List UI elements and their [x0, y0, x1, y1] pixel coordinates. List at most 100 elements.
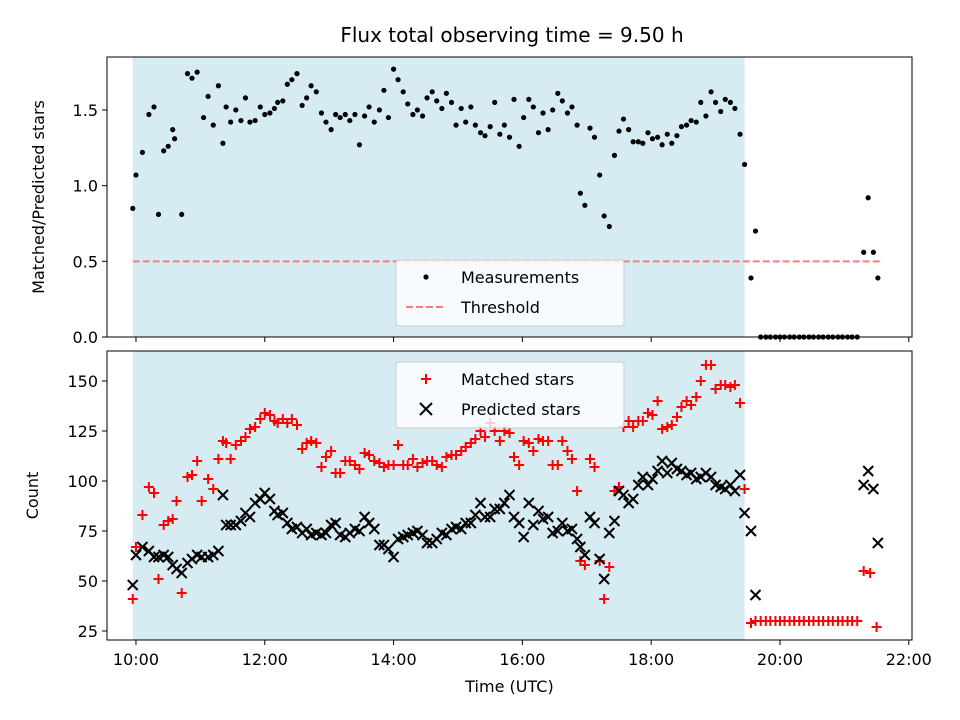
data-point — [405, 101, 411, 107]
data-point — [130, 549, 142, 561]
data-point — [738, 507, 751, 519]
data-point — [645, 130, 651, 136]
data-point — [257, 104, 263, 110]
data-point — [729, 380, 740, 390]
data-point — [659, 142, 665, 148]
data-point — [608, 515, 621, 527]
y-tick-label: 1.0 — [73, 177, 98, 196]
data-point — [451, 450, 462, 460]
data-point — [514, 460, 525, 470]
data-point — [431, 460, 442, 470]
data-point — [318, 110, 325, 116]
data-point — [133, 172, 139, 178]
data-point — [571, 533, 583, 545]
data-point — [297, 444, 308, 454]
ratio-panel: 0.0 0.5 1.0 1.5 Matched/Predicted stars Measu… — [29, 56, 913, 347]
data-point — [695, 376, 706, 386]
data-point — [691, 392, 702, 402]
data-point — [480, 432, 491, 442]
data-point — [381, 87, 387, 93]
data-point — [488, 503, 501, 515]
data-point — [136, 541, 149, 553]
data-point — [661, 467, 673, 479]
data-point — [359, 448, 370, 458]
data-point — [167, 514, 178, 524]
data-point — [210, 122, 216, 128]
data-point — [139, 149, 146, 155]
legend-label: Threshold — [460, 298, 540, 317]
data-point — [233, 107, 239, 113]
y-tick-label: 125 — [67, 422, 98, 441]
data-point — [477, 130, 484, 136]
data-point — [603, 527, 616, 539]
data-point — [729, 485, 741, 497]
data-point — [172, 136, 178, 142]
data-point — [410, 111, 416, 118]
data-point — [504, 428, 515, 438]
data-point — [371, 119, 377, 125]
data-point — [741, 161, 748, 168]
data-point — [465, 517, 477, 529]
data-point — [179, 211, 185, 218]
x-tick-label: 20:00 — [757, 650, 803, 669]
y-tick-label: 0.0 — [73, 328, 98, 347]
data-point — [326, 446, 337, 456]
data-point — [517, 531, 530, 543]
data-point — [250, 422, 261, 432]
data-point — [223, 104, 229, 110]
data-point — [300, 523, 313, 535]
data-point — [579, 549, 591, 561]
data-point — [513, 517, 525, 529]
data-point — [171, 496, 182, 506]
data-point — [286, 414, 297, 424]
data-point — [479, 511, 491, 523]
data-point — [301, 438, 312, 448]
data-point — [557, 436, 568, 446]
data-point — [606, 223, 612, 230]
data-point — [540, 110, 546, 116]
data-point — [487, 124, 493, 130]
data-point — [588, 517, 601, 529]
data-point — [749, 589, 762, 601]
data-point — [686, 400, 697, 410]
data-point — [872, 537, 884, 549]
data-point — [649, 136, 656, 142]
data-point — [720, 380, 731, 390]
data-point — [320, 527, 332, 539]
data-point — [585, 454, 595, 464]
data-point — [627, 493, 639, 505]
data-point — [693, 119, 699, 125]
data-point — [870, 249, 876, 255]
data-point — [511, 96, 517, 102]
data-point — [421, 537, 433, 549]
data-point — [569, 104, 575, 110]
x-axis-label: Time (UTC) — [464, 677, 553, 696]
data-point — [228, 119, 234, 125]
data-point — [414, 107, 421, 113]
data-point — [230, 440, 241, 450]
data-point — [651, 465, 664, 477]
data-point — [871, 622, 882, 632]
data-point — [727, 99, 733, 106]
data-point — [657, 424, 668, 434]
data-point — [637, 471, 649, 483]
data-point — [852, 616, 863, 626]
data-point — [626, 127, 632, 133]
data-point — [455, 523, 467, 535]
data-point — [640, 140, 646, 146]
data-point — [376, 107, 383, 113]
data-point — [254, 493, 266, 505]
data-point — [698, 99, 704, 106]
data-point — [192, 456, 203, 466]
data-point — [175, 567, 188, 579]
legend-marker-measurements — [423, 274, 429, 280]
data-point — [518, 436, 529, 446]
x-tick-label: 10:00 — [113, 650, 159, 669]
data-point — [153, 574, 164, 584]
data-point — [737, 131, 743, 137]
data-point — [182, 472, 193, 482]
data-point — [385, 114, 392, 121]
data-point — [652, 396, 663, 406]
y-tick-label: 150 — [67, 372, 98, 391]
